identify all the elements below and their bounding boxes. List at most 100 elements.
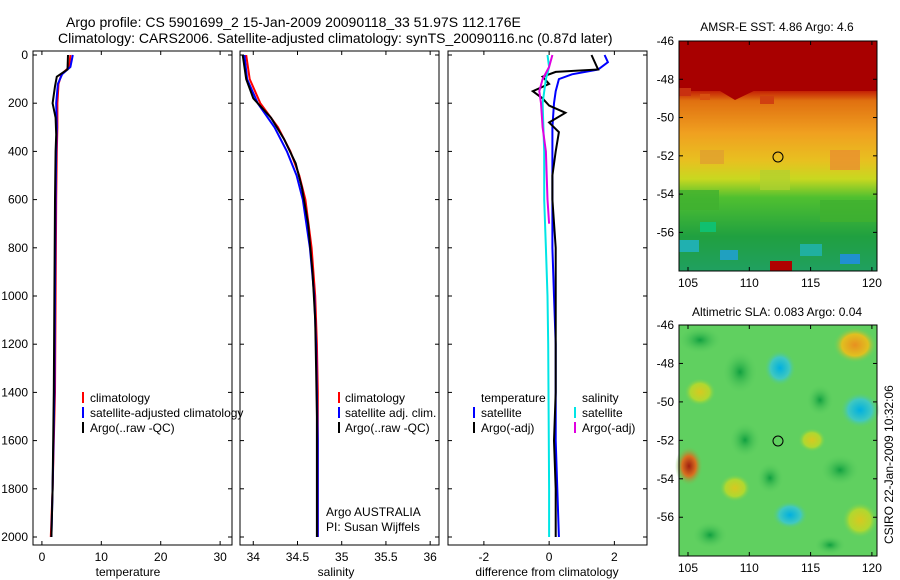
- sla-lat-axis: -46 -48 -50 -52 -54 -56: [657, 318, 877, 524]
- depth-axis: 0 200 400 600 800 1000 1200 1400 1600 1800 2000: [1, 48, 647, 544]
- legend-label-climatology: climatology: [90, 391, 150, 405]
- legend-label-sal-satellite: satellite: [582, 406, 623, 420]
- depth-tick-label: 1200: [1, 337, 28, 351]
- temperature-series: [49, 54, 74, 538]
- salinity-xlabel: salinity: [318, 565, 355, 579]
- legend-label-argo: Argo(..raw -QC): [90, 421, 175, 435]
- series-line-climatology: [245, 54, 319, 537]
- series-line-salinity-argo-adj-: [538, 54, 554, 224]
- temperature-legend: climatology satellite-adjusted climatolo…: [82, 391, 243, 435]
- difference-legend: temperature satellite Argo(-adj) salinit…: [473, 391, 635, 435]
- legend-label-satellite: satellite adj. clim.: [345, 406, 436, 420]
- figure-title-line1: Argo profile: CS 5901699_2 15-Jan-2009 2…: [66, 14, 521, 30]
- difference-series: [530, 54, 610, 538]
- depth-tick-label: 1600: [1, 434, 28, 448]
- lat-tick-label: -48: [657, 356, 675, 370]
- x-tick-label: 10: [95, 550, 109, 564]
- salinity-axes-box: [239, 50, 440, 546]
- lat-tick-label: -52: [657, 149, 675, 163]
- lon-tick-label: 110: [740, 561, 759, 575]
- x-tick-label: 35: [335, 550, 349, 564]
- argo-position-marker: [772, 151, 784, 163]
- legend-label-climatology: climatology: [345, 391, 405, 405]
- series-line-temperature-satellite: [551, 54, 610, 538]
- lat-tick-label: -54: [657, 472, 675, 486]
- depth-tick-label: 400: [8, 144, 28, 158]
- legend-label-temp-satellite: satellite: [481, 406, 522, 420]
- x-tick-label: 20: [154, 550, 168, 564]
- depth-tick-label: 2000: [1, 530, 28, 544]
- difference-xlabel: difference from climatology: [475, 565, 618, 579]
- sla-map-title: Altimetric SLA: 0.083 Argo: 0.04: [692, 305, 862, 319]
- x-tick-label: 2: [611, 550, 618, 564]
- x-tick-label: 34.5: [286, 550, 310, 564]
- lon-tick-label: 120: [862, 276, 882, 290]
- lat-tick-label: -56: [657, 510, 675, 524]
- x-tick-label: 0: [546, 550, 553, 564]
- temperature-x-axis: 0 10 20 30: [39, 51, 227, 564]
- depth-tick-label: 1000: [1, 289, 28, 303]
- lon-tick-label: 105: [678, 276, 698, 290]
- lat-tick-label: -46: [657, 34, 675, 48]
- depth-tick-label: 200: [8, 96, 28, 110]
- lat-tick-label: -46: [657, 318, 675, 332]
- legend-label-temp-argo: Argo(-adj): [481, 421, 534, 435]
- sst-texture: [679, 41, 877, 271]
- salinity-x-axis: 34 34.5 35 35.5 36: [247, 51, 437, 564]
- credit-stamp: CSIRO 22-Jan-2009 10:32:06: [882, 385, 896, 544]
- lon-tick-label: 115: [801, 276, 820, 290]
- lon-tick-label: 115: [801, 561, 820, 575]
- difference-axes-box: [447, 50, 648, 546]
- lat-tick-label: -54: [657, 187, 675, 201]
- series-line-temperature-argo-adj-: [530, 54, 600, 537]
- depth-tick-label: 1800: [1, 482, 28, 496]
- legend-label-argo: Argo(..raw -QC): [345, 421, 430, 435]
- difference-x-axis: -2 0 2: [479, 51, 618, 564]
- depth-tick-label: 0: [21, 48, 28, 62]
- difference-panel: -2 0 2 difference from climatology tempera…: [447, 50, 648, 579]
- lat-tick-label: -52: [657, 433, 675, 447]
- figure-title-line2: Climatology: CARS2006. Satellite-adjuste…: [58, 30, 613, 46]
- temperature-axes-box: [32, 50, 233, 546]
- legend-header-salinity: salinity: [582, 391, 619, 405]
- sla-lon-axis: 105 110 115 120: [678, 325, 882, 575]
- salinity-legend: climatology satellite adj. clim. Argo(..…: [338, 391, 436, 435]
- series-line-satellite-adj-clim-: [243, 54, 319, 537]
- temperature-xlabel: temperature: [96, 565, 161, 579]
- salinity-series: [241, 54, 319, 537]
- series-line-argo-raw-qc-: [241, 54, 318, 537]
- sst-lat-axis: -46 -48 -50 -52 -54 -56: [657, 34, 877, 239]
- lon-tick-label: 120: [862, 561, 882, 575]
- depth-tick-label: 600: [8, 193, 28, 207]
- legend-header-temperature: temperature: [481, 391, 546, 405]
- salinity-panel: 34 34.5 35 35.5 36 salinity climatology sate…: [239, 50, 440, 579]
- depth-tick-label: 1400: [1, 385, 28, 399]
- x-tick-label: 0: [39, 550, 46, 564]
- sst-lon-axis: 105 110 115 120: [678, 41, 882, 290]
- x-tick-label: 35.5: [374, 550, 398, 564]
- lat-tick-label: -56: [657, 225, 675, 239]
- lon-tick-label: 105: [678, 561, 698, 575]
- legend-label-satellite: satellite-adjusted climatology: [90, 406, 243, 420]
- sst-map-title: AMSR-E SST: 4.86 Argo: 4.6: [700, 20, 854, 34]
- legend-label-sal-argo: Argo(-adj): [582, 421, 635, 435]
- float-program-note: Argo AUSTRALIA: [326, 505, 421, 519]
- argo-position-marker: [772, 435, 784, 447]
- x-tick-label: 30: [213, 550, 227, 564]
- x-tick-label: 34: [247, 550, 261, 564]
- sla-map-panel: Altimetric SLA: 0.083 Argo: 0.04 -46-48-…: [657, 305, 883, 575]
- x-tick-label: 36: [423, 550, 437, 564]
- lat-tick-label: -48: [657, 72, 675, 86]
- x-tick-label: -2: [479, 550, 490, 564]
- lat-tick-label: -50: [657, 395, 675, 409]
- series-line-salinity-satellite: [541, 54, 551, 537]
- float-pi-note: PI: Susan Wijffels: [326, 520, 420, 534]
- series-line-argo-raw-qc-: [50, 54, 69, 538]
- sst-map-panel: AMSR-E SST: 4.86 Argo: 4.6 -46-48-50-52-…: [657, 20, 883, 290]
- depth-tick-label: 800: [8, 241, 28, 255]
- sla-texture: [675, 326, 880, 555]
- lat-tick-label: -50: [657, 111, 675, 125]
- lon-tick-label: 110: [740, 276, 759, 290]
